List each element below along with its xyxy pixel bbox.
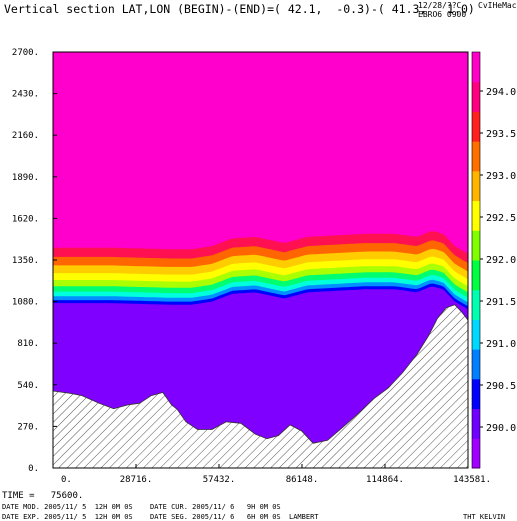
colorbar-segment xyxy=(472,200,480,231)
colorbar-segment xyxy=(472,319,480,350)
colorbar-segment xyxy=(472,230,480,261)
colorbar-segment xyxy=(472,141,480,172)
x-tick-label: 57432. xyxy=(203,475,236,485)
footer-exp-date: DATE EXP. 2005/11/ 5 12H 0M 0S xyxy=(2,513,133,521)
colorbar-segment xyxy=(472,438,480,469)
chart-title: Vertical section LAT,LON (BEGIN)-(END)=(… xyxy=(4,2,475,16)
colorbar-segment xyxy=(472,408,480,439)
header-run-id: EBRO6 0900 xyxy=(418,10,467,19)
colorbar-segment xyxy=(472,170,480,202)
colorbar-segment xyxy=(472,349,480,380)
y-tick-label: 0. xyxy=(28,464,39,474)
y-tick-label: 1620. xyxy=(12,214,39,224)
colorbar-segment xyxy=(472,260,480,291)
colorbar-segment xyxy=(472,111,480,142)
colorbar-label: 293.5 xyxy=(486,129,516,140)
colorbar-label: 294.0 xyxy=(486,87,516,98)
footer-model-date: DATE MOD. 2005/11/ 5 12H 0M 0S xyxy=(2,503,133,511)
x-tick-label: 0. xyxy=(61,475,72,485)
colorbar-label: 290.0 xyxy=(486,423,516,434)
colorbar-segment xyxy=(472,52,480,83)
colorbar-segment xyxy=(472,289,480,320)
colorbar-label: 292.5 xyxy=(486,213,516,224)
colorbar-label: 291.5 xyxy=(486,297,516,308)
y-tick-label: 810. xyxy=(17,339,39,349)
terrain xyxy=(52,304,469,469)
colorbar-label: 291.0 xyxy=(486,339,516,350)
colorbar-segment xyxy=(472,81,480,112)
header-user: CvIHeMac xyxy=(478,1,517,10)
footer-time: TIME = 75600. xyxy=(2,491,84,501)
header-date: 12/28/??C xyxy=(418,1,462,10)
colorbar-label: 290.5 xyxy=(486,381,516,392)
y-tick-label: 1080. xyxy=(12,298,39,308)
colorbar-label: 292.0 xyxy=(486,255,516,266)
colorbar-segment xyxy=(472,378,480,410)
colorbar-frame xyxy=(471,51,481,469)
x-tick-label: 143581. xyxy=(453,475,491,485)
footer-variable: THT KELVIN xyxy=(463,513,506,521)
footer-seg-date: DATE SEG. 2005/11/ 6 6H 0M 0S xyxy=(150,513,281,521)
axes: 0. 270. 540. 810. 1080. 1350. 1620. 1890. 2160. 2… xyxy=(12,48,491,485)
plot-area xyxy=(52,52,469,469)
y-tick-label: 1890. xyxy=(12,173,39,183)
y-tick-label: 270. xyxy=(17,422,39,432)
colorbar-label: 293.0 xyxy=(486,171,516,182)
y-tick-label: 2160. xyxy=(12,131,39,141)
y-tick-label: 2700. xyxy=(12,48,39,58)
y-tick-label: 1350. xyxy=(12,256,39,266)
footer-projection: LAMBERT xyxy=(289,513,319,521)
footer-current-date: DATE CUR. 2005/11/ 6 9H 0M 0S xyxy=(150,503,281,511)
x-tick-label: 86148. xyxy=(286,475,319,485)
y-tick-label: 540. xyxy=(17,381,39,391)
colorbar: 290.0 290.5 291.0 291.5 292.0 292.5 293.0 293.5… xyxy=(471,51,516,469)
x-tick-label: 114864. xyxy=(366,475,404,485)
y-tick-label: 2430. xyxy=(12,90,39,100)
x-tick-label: 28716. xyxy=(120,475,153,485)
